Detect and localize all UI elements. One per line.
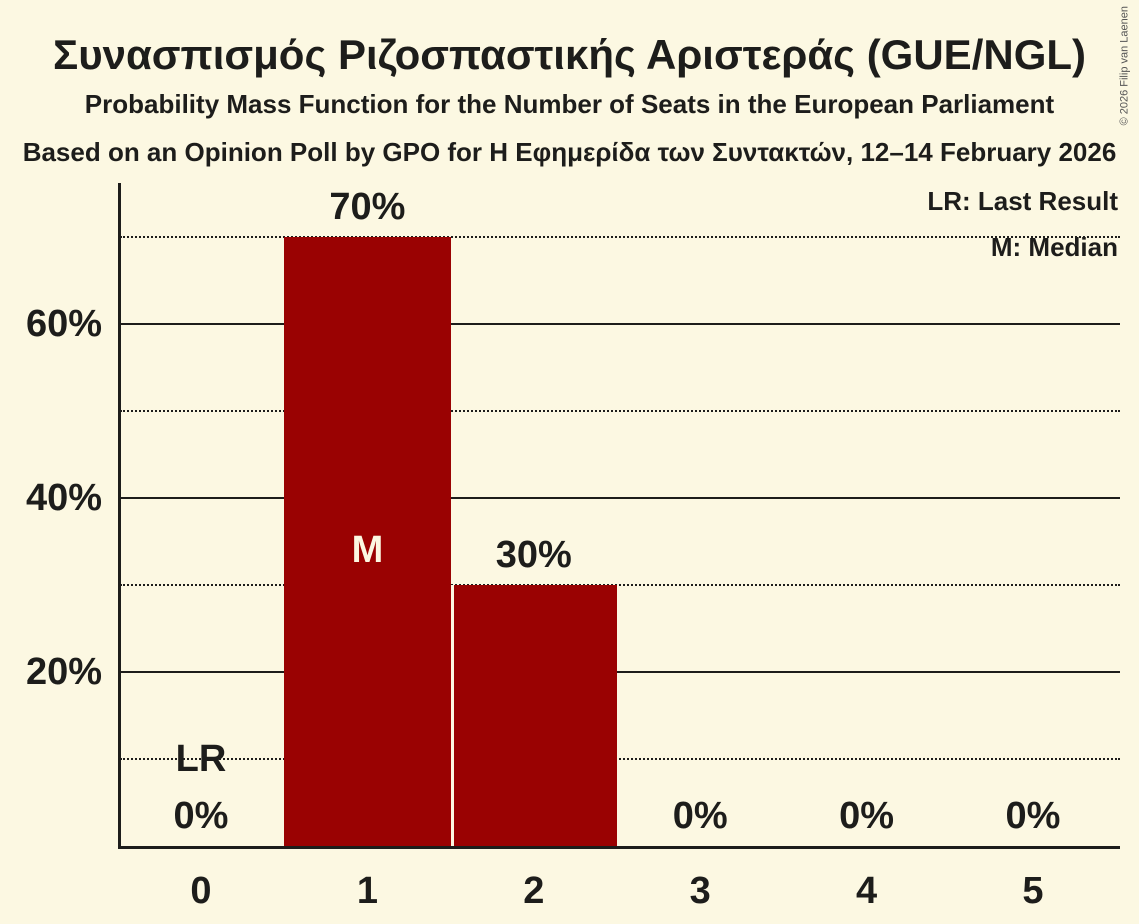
legend-last-result: LR: Last Result xyxy=(927,186,1118,216)
gridline-dotted-70pct xyxy=(120,236,1120,238)
gridline-solid-60pct xyxy=(120,323,1120,325)
bar-value-label-5: 0% xyxy=(1005,795,1061,837)
bar-seats-1 xyxy=(284,237,451,846)
marker-lr-label: LR xyxy=(175,738,227,780)
y-tick-label-60: 60% xyxy=(25,303,102,345)
x-tick-label-2: 2 xyxy=(523,870,545,912)
gridline-dotted-10pct xyxy=(120,758,1120,760)
y-tick-label-20: 20% xyxy=(25,651,102,693)
gridline-solid-20pct xyxy=(120,671,1120,673)
y-axis-line xyxy=(118,183,121,849)
marker-m-label: M xyxy=(351,529,384,572)
subtitle-poll-source: Based on an Opinion Poll by GPO for Η Εφ… xyxy=(22,137,1117,167)
x-tick-label-3: 3 xyxy=(689,870,711,912)
x-tick-label-4: 4 xyxy=(856,870,878,912)
page-title: Συνασπισμός Ριζοσπαστικής Αριστεράς (GUE… xyxy=(52,31,1087,78)
bar-value-label-2: 30% xyxy=(495,534,572,576)
gridline-dotted-50pct xyxy=(120,410,1120,412)
bar-value-label-4: 0% xyxy=(839,795,895,837)
gridline-solid-40pct xyxy=(120,497,1120,499)
x-axis-line xyxy=(118,846,1120,849)
x-tick-label-5: 5 xyxy=(1022,870,1044,912)
x-tick-label-0: 0 xyxy=(190,870,212,912)
x-tick-label-1: 1 xyxy=(356,870,378,912)
bar-value-label-0: 0% xyxy=(173,795,229,837)
bar-value-label-1: 70% xyxy=(329,186,406,228)
subtitle-pmf: Probability Mass Function for the Number… xyxy=(84,89,1055,119)
bar-value-label-3: 0% xyxy=(672,795,728,837)
legend-median: M: Median xyxy=(990,232,1118,262)
y-tick-label-40: 40% xyxy=(25,477,102,519)
bar-seats-2 xyxy=(450,585,617,846)
gridline-dotted-30pct xyxy=(120,584,1120,586)
